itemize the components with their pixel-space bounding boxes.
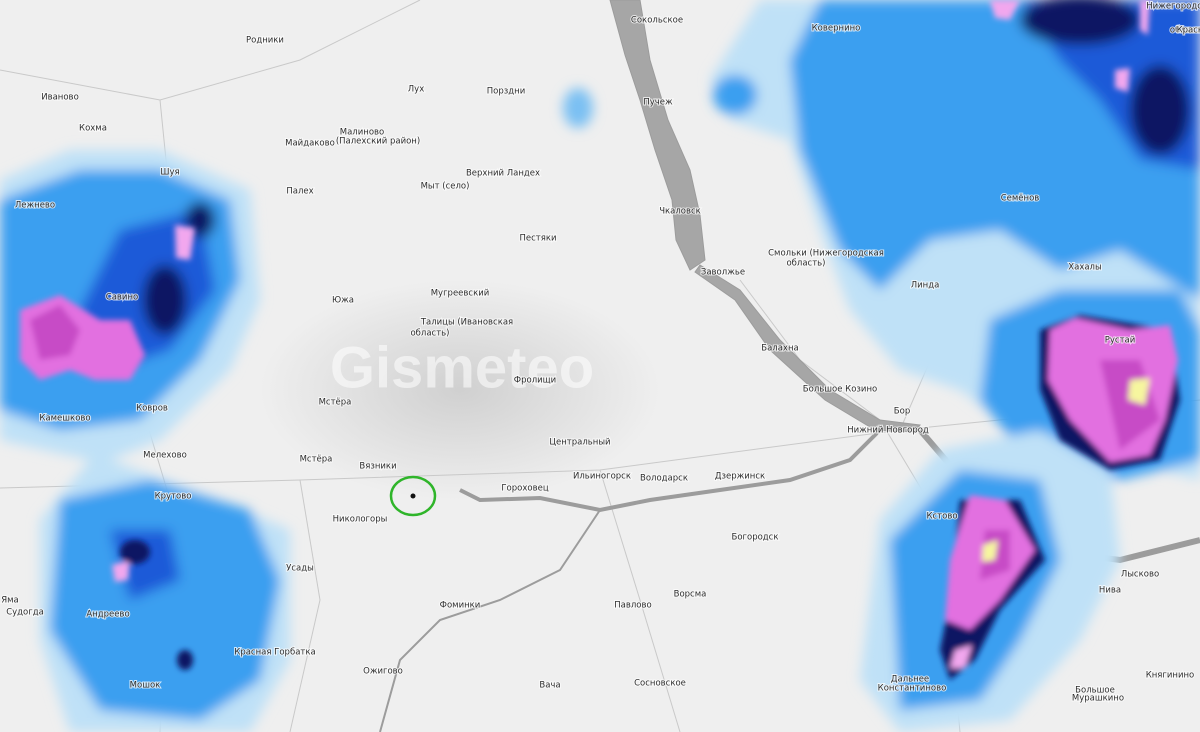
place-label: Родники: [246, 36, 284, 46]
place-label: Усады: [286, 564, 314, 574]
place-label: Рустай: [1105, 336, 1136, 346]
place-label: Княгинино: [1146, 671, 1195, 681]
place-label: Большое Козино: [803, 385, 877, 395]
place-label: Ковернино: [812, 24, 861, 34]
place-label: область): [786, 259, 825, 269]
place-label: Яма: [1, 596, 19, 606]
place-label: Большое: [1075, 686, 1115, 696]
place-label: Мыт (село): [421, 182, 470, 192]
place-label: Фролищи: [514, 376, 556, 386]
place-label: Крутово: [155, 492, 192, 502]
place-label: Лежнево: [15, 201, 55, 211]
place-label: Мошок: [130, 681, 161, 691]
place-label: Лысково: [1121, 570, 1159, 580]
place-label: Савино: [106, 293, 138, 303]
place-label: Лух: [408, 85, 424, 95]
place-label: Майдаково: [285, 139, 335, 149]
place-label: Нижегородской: [1146, 2, 1200, 12]
place-label: Линда: [911, 281, 940, 291]
place-labels: Родники Сокольское Ковернино Нижегородской о…: [0, 1, 1200, 705]
place-label: Малиново: [340, 128, 384, 138]
place-label: Талицы (Ивановская: [420, 318, 513, 328]
place-label: Дальнее: [891, 675, 929, 685]
place-label: Володарск: [640, 474, 688, 484]
place-label: Павлово: [614, 601, 651, 611]
place-label: Пучеж: [643, 98, 673, 108]
place-label: Мстёра: [300, 455, 333, 465]
place-label: Иваново: [41, 93, 79, 103]
place-label: Красн: [1177, 26, 1200, 36]
place-label: Ворсма: [674, 590, 707, 600]
place-label: Пестяки: [519, 234, 556, 244]
place-label: Чкаловск: [659, 207, 701, 217]
place-label: (Палехский район): [336, 137, 420, 147]
place-label: Шуя: [160, 168, 179, 178]
place-label: Фоминки: [440, 601, 481, 611]
place-label: Судогда: [6, 608, 44, 618]
place-label: Вязники: [359, 462, 396, 472]
place-label: Кохма: [79, 124, 107, 134]
place-label: Мугреевский: [431, 289, 490, 299]
place-label: Южа: [332, 296, 354, 306]
place-label: Нижний Новгород: [847, 426, 929, 436]
forest-area: [260, 280, 660, 500]
place-label: Ильиногорск: [573, 472, 631, 482]
place-label: Дзержинск: [715, 472, 765, 482]
place-label: Ожигово: [363, 667, 403, 677]
place-label: Мурашкино: [1072, 694, 1124, 704]
place-label: Сокольское: [631, 16, 683, 26]
place-label: Вача: [539, 681, 560, 691]
place-label: Смольки (Нижегородская: [768, 249, 884, 259]
place-label: Богородск: [732, 533, 779, 543]
place-label: Сосновское: [634, 679, 686, 689]
location-marker: [389, 475, 437, 517]
place-label: Порздни: [487, 87, 525, 97]
precipitation-intense: [20, 0, 1180, 680]
place-label: Гороховец: [501, 484, 548, 494]
place-label: Верхний Ландех: [466, 169, 540, 179]
place-label: Центральный: [549, 438, 610, 448]
place-label: Кстово: [926, 512, 957, 522]
place-label: область): [410, 329, 449, 339]
place-label: Нива: [1099, 586, 1121, 596]
place-label: Красная Горбатка: [234, 648, 315, 658]
place-label: Семёнов: [1001, 194, 1040, 204]
place-label: Бор: [894, 407, 910, 417]
place-label: области: [1170, 26, 1200, 36]
place-label: Андреево: [86, 610, 129, 620]
location-dot: [410, 493, 416, 499]
place-label: Палех: [286, 187, 313, 197]
place-label: Ковров: [136, 404, 168, 414]
watermark: Gismeteo: [330, 335, 594, 400]
place-label: Камешково: [39, 414, 90, 424]
place-label: Константиново: [878, 684, 947, 694]
place-label: Хахалы: [1068, 263, 1101, 273]
place-label: Мстёра: [319, 398, 352, 408]
place-label: Балахна: [761, 344, 798, 354]
place-label: Заволжье: [701, 268, 745, 278]
place-label: Мелехово: [143, 451, 187, 461]
place-label: Никологоры: [333, 515, 388, 525]
